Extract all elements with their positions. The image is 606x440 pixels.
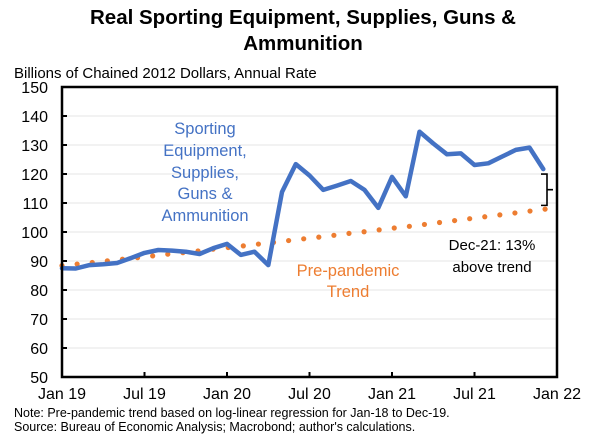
y-tick-label: 90	[30, 254, 48, 271]
trend-dot	[527, 208, 533, 214]
series-label-line: Ammunition	[161, 207, 248, 225]
trend-label: Pre-pandemic Trend	[297, 262, 400, 301]
x-axis-ticks: Jan 19 Jul 19 Jan 20 Jul 20 Jan 21 Jul 21 Jan …	[38, 372, 581, 403]
y-tick-label: 140	[21, 109, 48, 126]
trend-dot	[165, 251, 171, 257]
x-tick-label: Jan 21	[368, 386, 416, 403]
y-tick-label: 100	[21, 225, 48, 242]
x-tick-label: Jul 19	[123, 386, 166, 403]
y-tick-label: 150	[21, 80, 48, 97]
series-label: Sporting Equipment, Supplies, Guns & Amm…	[161, 120, 248, 225]
series-label-line: Sporting	[174, 120, 235, 138]
plot-border	[60, 85, 559, 379]
sporting-goods-series-line	[59, 129, 546, 271]
trend-dot	[436, 219, 443, 226]
y-tick-label: 80	[30, 283, 48, 300]
trend-dot	[497, 212, 503, 218]
above-trend-annotation: Dec-21: 13% above trend	[449, 173, 553, 276]
plot-frame	[60, 85, 559, 379]
trend-dot	[391, 225, 397, 231]
trend-dot	[150, 253, 156, 259]
trend-dot	[482, 214, 488, 220]
y-tick-label: 70	[30, 312, 48, 329]
trend-dot	[331, 232, 337, 238]
x-tick-label: Jan 22	[533, 386, 581, 403]
trend-dot	[301, 236, 307, 242]
chart-title-line-1: Real Sporting Equipment, Supplies, Guns …	[90, 6, 516, 29]
gridlines	[62, 115, 557, 349]
chart-source: Source: Bureau of Economic Analysis; Mac…	[14, 420, 415, 434]
trend-series	[59, 206, 548, 269]
chart-note: Note: Pre-pandemic trend based on log-li…	[14, 406, 450, 420]
trend-dot	[316, 234, 322, 240]
trend-dot	[346, 230, 352, 236]
series-label-line: Guns &	[177, 185, 232, 203]
x-tick-label: Jul 21	[453, 386, 496, 403]
annotation-line: Dec-21: 13%	[449, 237, 536, 254]
trend-label-line: Pre-pandemic	[297, 262, 400, 280]
trend-label-line: Trend	[327, 283, 370, 301]
trend-dot	[512, 210, 518, 216]
trend-dot	[376, 227, 382, 233]
x-tick-label: Jan 20	[203, 386, 251, 403]
trend-dot	[286, 237, 292, 244]
y-tick-label: 60	[30, 341, 48, 358]
trend-dot	[240, 243, 246, 249]
chart-subtitle: Billions of Chained 2012 Dollars, Annual…	[14, 65, 317, 82]
series-label-line: Equipment,	[163, 142, 246, 160]
y-tick-label: 120	[21, 167, 48, 184]
y-tick-label: 50	[30, 370, 48, 387]
annotation-line: above trend	[452, 259, 531, 276]
y-tick-label: 110	[22, 196, 48, 213]
x-tick-label: Jul 20	[288, 386, 331, 403]
trend-dot	[361, 229, 367, 235]
trend-dot	[542, 206, 548, 212]
chart-title-line-2: Ammunition	[243, 32, 363, 55]
bracket-icon	[541, 173, 553, 207]
series-label-line: Supplies,	[171, 164, 239, 182]
x-tick-label: Jan 19	[38, 386, 86, 403]
y-tick-label: 130	[21, 138, 48, 155]
trend-dot	[452, 217, 458, 224]
trend-dot	[74, 261, 80, 267]
trend-dot	[421, 221, 428, 228]
trend-dot	[467, 216, 473, 222]
trend-dot	[406, 223, 412, 229]
trend-dot	[255, 241, 262, 247]
y-axis-ticks: 50 60 70 80 90 100 110 120 130 140 150	[21, 80, 67, 387]
